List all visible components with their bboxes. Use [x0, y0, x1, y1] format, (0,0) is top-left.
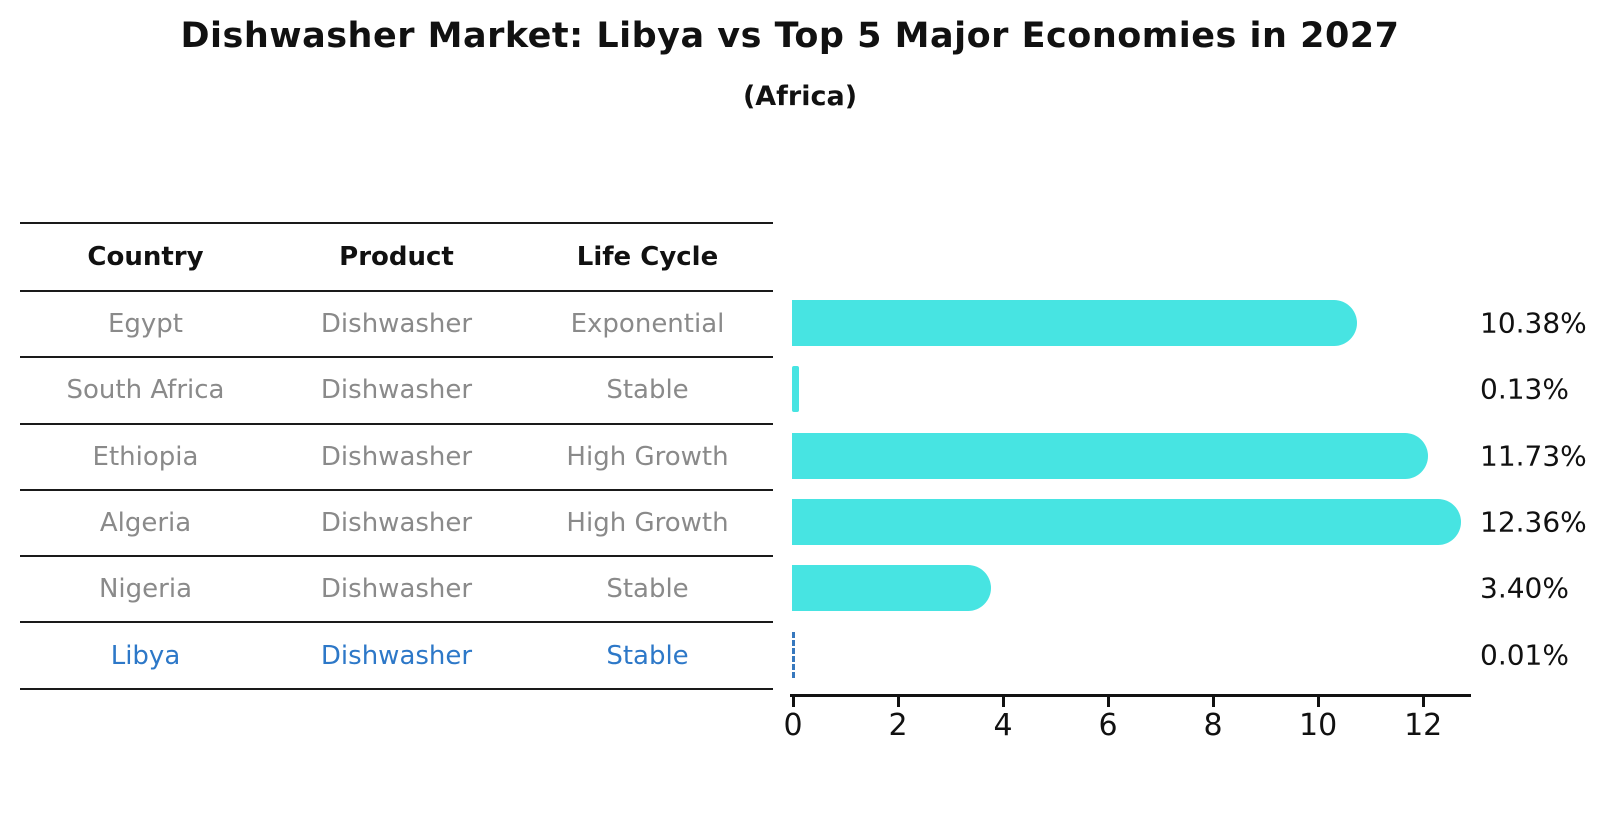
value-label-south-africa: 0.13% — [1480, 372, 1569, 406]
x-tick-mark — [792, 697, 795, 707]
bar-nigeria — [792, 565, 991, 612]
bar-ethiopia — [792, 432, 1428, 479]
x-tick-mark — [1002, 697, 1006, 707]
cell-life-cycle: Stable — [606, 375, 689, 406]
cell-life-cycle: High Growth — [566, 441, 729, 472]
cell-life-cycle: Stable — [606, 574, 689, 605]
column-header-product: Product — [339, 242, 454, 272]
cell-life-cycle: Exponential — [570, 309, 725, 340]
table-header-row: Country Product Life Cycle — [20, 224, 773, 292]
cell-life-cycle: Stable — [606, 640, 689, 671]
value-label-nigeria: 3.40% — [1480, 571, 1569, 605]
x-tick-mark — [1422, 697, 1426, 707]
bar-south-africa — [792, 366, 799, 413]
cell-product: Dishwasher — [320, 309, 473, 340]
cell-life-cycle: High Growth — [566, 508, 729, 539]
column-header-life-cycle: Life Cycle — [576, 242, 719, 272]
x-axis-line — [790, 694, 1471, 697]
x-tick-label: 10 — [1299, 708, 1338, 743]
cell-country: Algeria — [99, 508, 192, 539]
table-row-algeria: Algeria Dishwasher High Growth — [20, 491, 773, 558]
x-tick-label: 2 — [888, 708, 908, 743]
cell-country: Ethiopia — [92, 441, 199, 472]
x-tick-mark — [1107, 697, 1111, 707]
bar-algeria — [792, 499, 1462, 546]
value-label-egypt: 10.38% — [1480, 306, 1587, 340]
cell-country: Nigeria — [98, 574, 193, 605]
bar-egypt — [792, 300, 1358, 347]
cell-product: Dishwasher — [320, 375, 473, 406]
column-header-country: Country — [87, 242, 204, 272]
x-tick-label: 4 — [993, 708, 1013, 743]
x-tick-label: 12 — [1404, 708, 1443, 743]
value-label-libya: 0.01% — [1480, 638, 1569, 672]
value-label-ethiopia: 11.73% — [1480, 439, 1587, 473]
x-tick-mark — [897, 697, 901, 707]
cell-product: Dishwasher — [320, 574, 473, 605]
x-tick-label: 0 — [783, 708, 803, 743]
cell-product: Dishwasher — [320, 508, 473, 539]
cell-country: Libya — [110, 640, 181, 671]
cell-country: South Africa — [66, 375, 225, 406]
cell-product: Dishwasher — [320, 441, 473, 472]
table-row-nigeria: Nigeria Dishwasher Stable — [20, 557, 773, 624]
value-label-algeria: 12.36% — [1480, 505, 1587, 539]
x-tick-label: 8 — [1203, 708, 1223, 743]
x-tick-mark — [1317, 697, 1321, 707]
table-row-south-africa: South Africa Dishwasher Stable — [20, 358, 773, 425]
country-table: Country Product Life Cycle Egypt Dishwas… — [20, 222, 773, 690]
table-row-egypt: Egypt Dishwasher Exponential — [20, 292, 773, 359]
cell-product: Dishwasher — [320, 640, 473, 671]
x-tick-label: 6 — [1098, 708, 1118, 743]
cell-country: Egypt — [107, 309, 184, 340]
chart-subtitle: (Africa) — [742, 81, 858, 112]
bar-libya — [792, 631, 795, 678]
table-row-libya: Libya Dishwasher Stable — [20, 623, 773, 687]
chart-title: Dishwasher Market: Libya vs Top 5 Major … — [180, 16, 1400, 56]
table-row-ethiopia: Ethiopia Dishwasher High Growth — [20, 425, 773, 491]
x-tick-mark — [1212, 697, 1216, 707]
